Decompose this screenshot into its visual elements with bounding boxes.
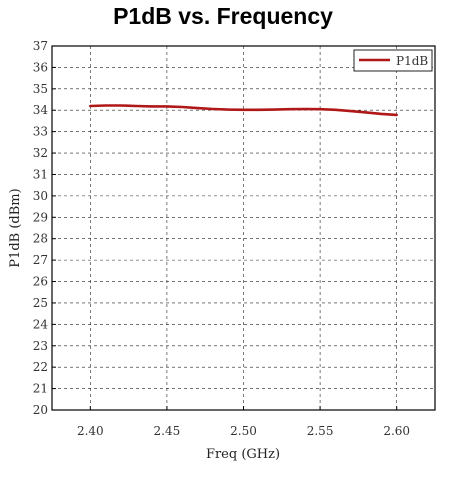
data-point xyxy=(104,104,107,107)
y-tick-label: 35 xyxy=(33,82,48,96)
y-tick-label: 32 xyxy=(33,146,48,160)
y-tick-label: 22 xyxy=(33,360,48,374)
x-tick-label: 2.60 xyxy=(383,424,410,438)
data-point xyxy=(395,114,398,116)
x-axis-label: Freq (GHz) xyxy=(206,447,280,462)
data-point xyxy=(150,105,153,108)
y-tick-label: 24 xyxy=(33,317,49,331)
data-point xyxy=(334,109,337,111)
y-axis-ticks: 20 21 22 23 24 25 26 27 28 29 30 31 32 33 34 35 36 37 xyxy=(33,39,56,417)
legend: P1dB xyxy=(353,49,433,72)
y-tick-label: 33 xyxy=(33,125,48,139)
series-layer xyxy=(89,104,398,117)
data-point xyxy=(196,107,199,109)
legend-box xyxy=(353,49,433,72)
chart-title: P1dB vs. Frequency xyxy=(113,3,333,29)
legend-label: P1dB xyxy=(396,54,428,68)
data-point xyxy=(380,113,383,115)
data-point xyxy=(242,109,245,111)
data-point xyxy=(288,108,291,110)
y-tick-label: 30 xyxy=(33,189,48,203)
y-axis-label: P1dB (dBm) xyxy=(8,188,23,267)
y-tick-label: 23 xyxy=(33,339,48,353)
data-point xyxy=(304,108,306,110)
data-point xyxy=(89,105,92,107)
data-point xyxy=(212,108,214,110)
y-tick-label: 36 xyxy=(33,60,48,74)
y-tick-label: 25 xyxy=(33,296,48,310)
data-point xyxy=(120,104,122,107)
y-tick-label: 28 xyxy=(33,232,48,246)
data-point xyxy=(135,105,138,107)
x-tick-label: 2.55 xyxy=(307,424,334,438)
data-point xyxy=(166,105,168,108)
x-tick-label: 2.40 xyxy=(77,424,104,438)
data-point xyxy=(365,111,367,114)
x-axis-ticks: 2.40 2.45 2.50 2.55 2.60 xyxy=(77,406,410,438)
x-tick-label: 2.50 xyxy=(230,424,257,438)
y-tick-label: 27 xyxy=(33,253,48,267)
y-tick-label: 20 xyxy=(33,403,48,417)
y-tick-label: 34 xyxy=(33,103,49,117)
y-tick-label: 21 xyxy=(33,382,48,396)
y-tick-label: 26 xyxy=(33,275,48,289)
data-point xyxy=(258,109,260,111)
grid xyxy=(52,46,435,410)
data-point xyxy=(227,108,229,111)
y-tick-label: 29 xyxy=(33,210,48,224)
y-tick-label: 31 xyxy=(33,167,48,181)
data-point xyxy=(319,108,321,110)
data-point xyxy=(273,108,275,111)
x-tick-label: 2.45 xyxy=(154,424,181,438)
data-point xyxy=(181,106,183,108)
y-tick-label: 37 xyxy=(33,39,48,53)
data-point xyxy=(349,110,352,112)
